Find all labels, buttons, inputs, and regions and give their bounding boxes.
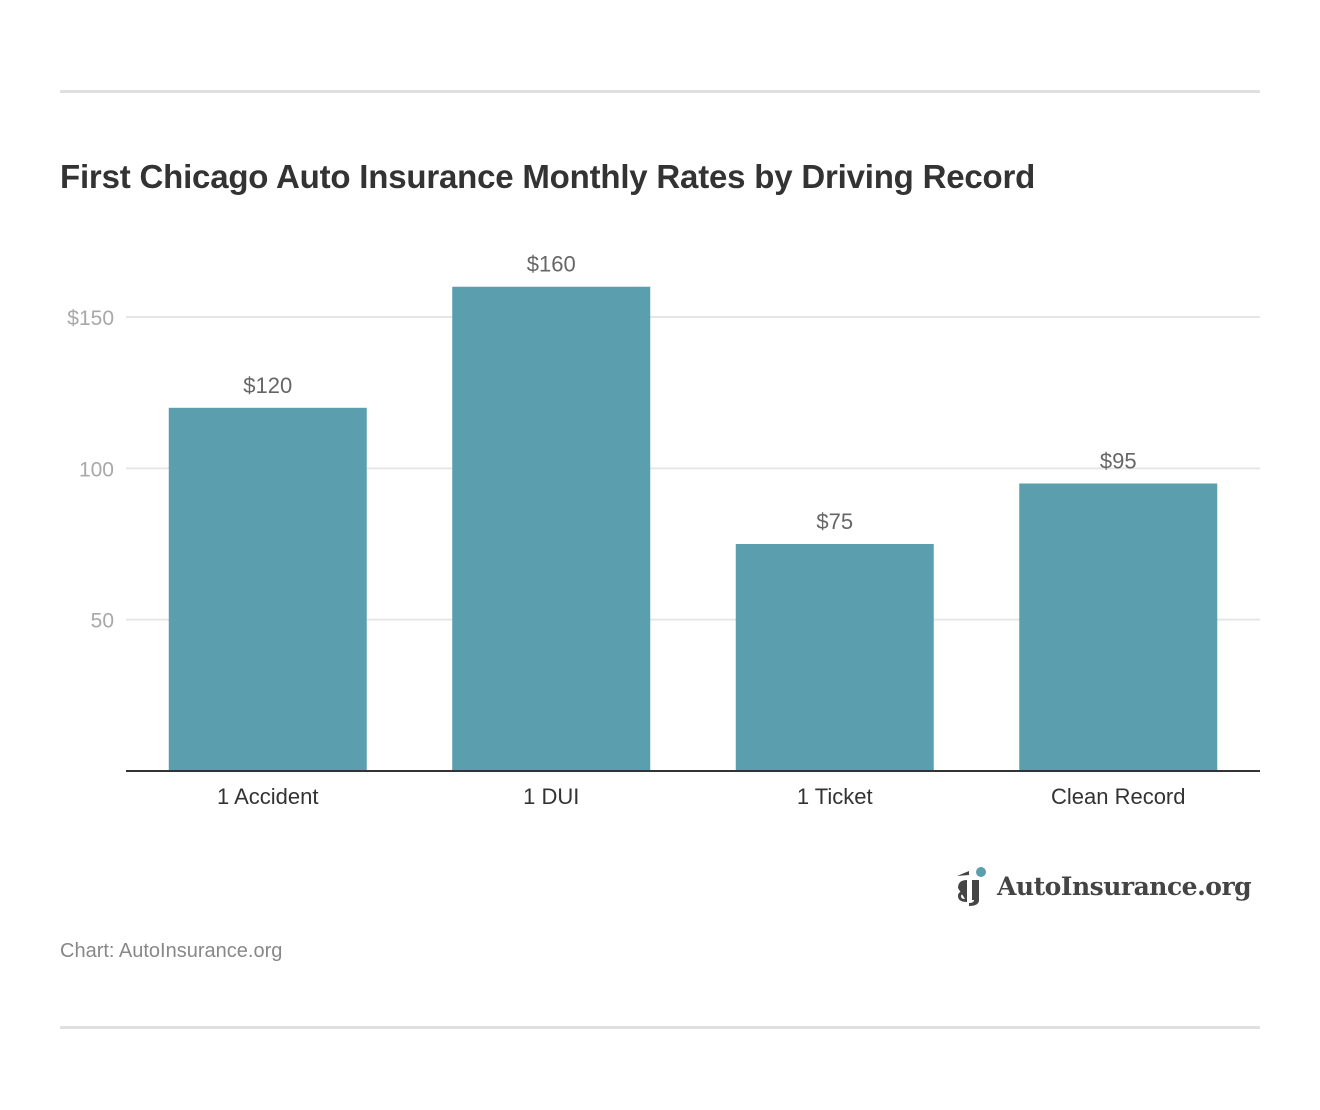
bottom-divider (60, 1026, 1260, 1029)
logo-icon (957, 867, 986, 906)
y-tick-label: $150 (67, 307, 114, 330)
x-tick-label: 1 Accident (217, 784, 319, 809)
data-label: $75 (816, 509, 853, 534)
bar-chart: 50 100 $150 $120 1 Accident $160 1 DUI $75 1 Tic… (67, 252, 1260, 809)
x-tick-label: 1 DUI (523, 784, 579, 809)
bar (1019, 483, 1218, 771)
bar (735, 544, 934, 771)
x-tick-label: Clean Record (1051, 784, 1186, 809)
chart-title: First Chicago Auto Insurance Monthly Rat… (60, 158, 1036, 195)
data-label: $160 (527, 252, 576, 277)
data-label: $120 (243, 373, 292, 398)
logo-text: AutoInsurance.org (997, 871, 1252, 901)
x-tick-label: 1 Ticket (797, 784, 873, 809)
bar (168, 407, 367, 771)
y-tick-label: 100 (79, 458, 114, 481)
bar (452, 286, 651, 771)
chart-source: Chart: AutoInsurance.org (60, 940, 283, 962)
data-label: $95 (1100, 448, 1137, 473)
y-tick-label: 50 (91, 610, 114, 633)
top-divider (60, 90, 1260, 93)
autoinsurance-logo: AutoInsurance.org (955, 866, 1252, 906)
